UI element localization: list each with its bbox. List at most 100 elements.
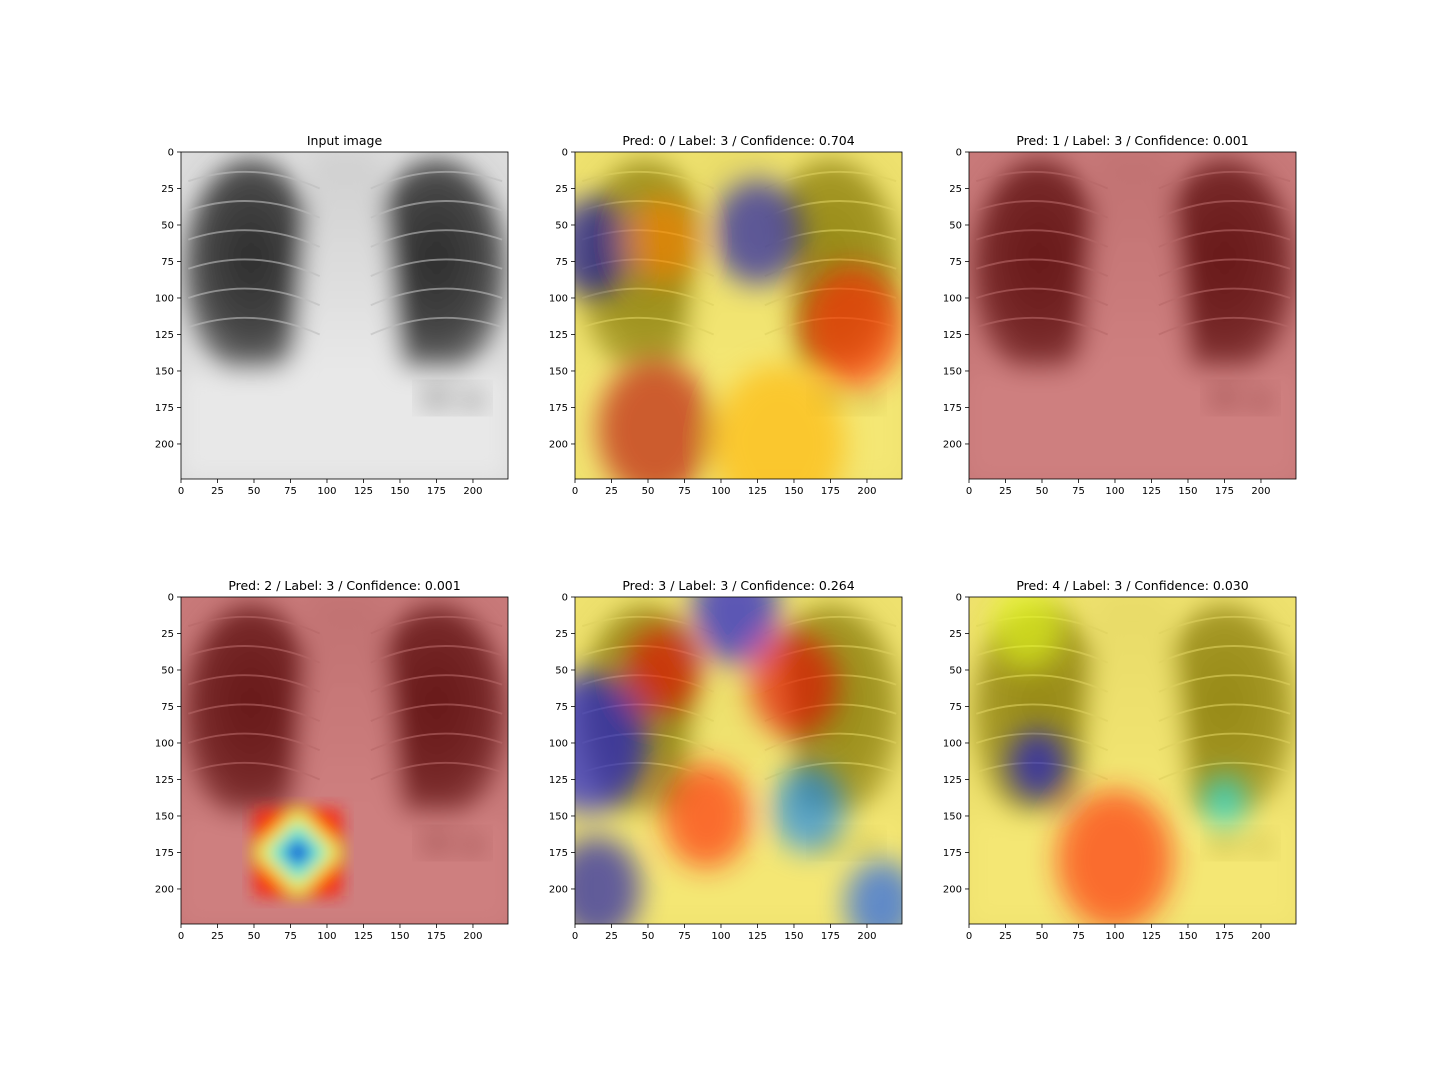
x-tick-label: 0 xyxy=(966,931,972,942)
y-tick-label: 25 xyxy=(949,629,962,640)
panel-4: Pred: 3 / Label: 3 / Confidence: 0.264 0 2… xyxy=(549,578,903,942)
heatmap-base xyxy=(181,597,508,924)
x-tick-label: 50 xyxy=(642,486,655,497)
y-tick-label: 175 xyxy=(155,848,174,859)
x-tick-label: 25 xyxy=(999,486,1012,497)
y-tick-label: 175 xyxy=(549,848,568,859)
image-area xyxy=(575,597,902,924)
y-tick-label: 0 xyxy=(168,148,174,159)
panel-title: Pred: 2 / Label: 3 / Confidence: 0.001 xyxy=(228,578,460,593)
x-tick-label: 25 xyxy=(999,931,1012,942)
y-tick-label: 200 xyxy=(549,884,568,895)
y-tick-label: 125 xyxy=(943,330,962,341)
panel-title: Input image xyxy=(307,133,383,148)
x-tick-label: 150 xyxy=(784,931,803,942)
x-tick-label: 0 xyxy=(178,931,184,942)
x-tick-label: 75 xyxy=(678,486,691,497)
x-tick-label: 0 xyxy=(966,486,972,497)
x-tick-label: 0 xyxy=(572,931,578,942)
heatmap-hotspot xyxy=(575,836,641,924)
x-tick-label: 75 xyxy=(678,931,691,942)
y-tick-label: 175 xyxy=(155,403,174,414)
x-tick-label: 150 xyxy=(1178,486,1197,497)
x-tick-label: 125 xyxy=(748,931,767,942)
y-tick-label: 75 xyxy=(949,257,962,268)
y-tick-label: 75 xyxy=(161,702,174,713)
x-tick-label: 200 xyxy=(1251,931,1270,942)
axes-frame xyxy=(574,151,903,480)
heatmap-hotspot xyxy=(713,365,846,479)
y-tick-label: 50 xyxy=(555,665,568,676)
x-tick-label: 50 xyxy=(1036,931,1049,942)
x-tick-label: 0 xyxy=(178,486,184,497)
y-tick-label: 50 xyxy=(949,665,962,676)
y-tick-label: 125 xyxy=(155,775,174,786)
x-tick-label: 25 xyxy=(605,486,618,497)
y-tick-label: 100 xyxy=(943,293,962,304)
y-tick-label: 100 xyxy=(155,738,174,749)
image-area xyxy=(181,597,508,924)
y-tick-label: 150 xyxy=(943,366,962,377)
x-tick-label: 25 xyxy=(211,931,224,942)
y-tick-label: 200 xyxy=(155,439,174,450)
y-tick-label: 175 xyxy=(549,403,568,414)
x-tick-label: 150 xyxy=(390,486,409,497)
heatmap-hotspot xyxy=(1008,729,1067,800)
heatmap-hotspot xyxy=(1056,789,1174,924)
y-tick-label: 0 xyxy=(956,148,962,159)
y-tick-label: 100 xyxy=(155,293,174,304)
x-tick-label: 125 xyxy=(354,486,373,497)
y-tick-label: 25 xyxy=(555,629,568,640)
y-tick-label: 175 xyxy=(943,403,962,414)
y-tick-label: 0 xyxy=(562,148,568,159)
x-tick-label: 125 xyxy=(1142,931,1161,942)
x-tick-label: 150 xyxy=(1178,931,1197,942)
x-tick-label: 25 xyxy=(605,931,618,942)
y-tick-label: 125 xyxy=(155,330,174,341)
x-tick-label: 150 xyxy=(390,931,409,942)
y-tick-label: 150 xyxy=(155,366,174,377)
y-tick-label: 75 xyxy=(161,257,174,268)
heatmap-hotspot xyxy=(713,179,802,285)
x-tick-label: 75 xyxy=(284,931,297,942)
heatmap-hotspot xyxy=(626,195,700,284)
y-tick-label: 150 xyxy=(155,811,174,822)
heatmap-hotspot xyxy=(772,764,846,853)
heatmap-hotspot xyxy=(990,597,1064,670)
axes-frame xyxy=(574,596,903,925)
panel-title: Pred: 1 / Label: 3 / Confidence: 0.001 xyxy=(1016,133,1248,148)
x-tick-label: 75 xyxy=(284,486,297,497)
x-tick-label: 175 xyxy=(427,486,446,497)
y-tick-label: 125 xyxy=(943,775,962,786)
y-tick-label: 200 xyxy=(549,439,568,450)
heatmap-hotspot xyxy=(845,859,902,924)
heatmap-hotspot xyxy=(1202,775,1247,828)
panel-0: Input image 0 25 50 75 100 125 150 175 200 0 25 50 75… xyxy=(155,133,509,497)
image-area xyxy=(181,152,508,479)
x-tick-label: 50 xyxy=(248,486,261,497)
heatmap-hotspot xyxy=(626,626,700,714)
y-tick-label: 75 xyxy=(949,702,962,713)
x-tick-label: 100 xyxy=(711,486,730,497)
image-area xyxy=(969,152,1296,479)
x-tick-label: 100 xyxy=(317,486,336,497)
x-tick-label: 175 xyxy=(427,931,446,942)
heatmap-hotspot xyxy=(575,197,634,296)
axes-frame xyxy=(180,596,509,925)
x-tick-label: 50 xyxy=(642,931,655,942)
panel-5: Pred: 4 / Label: 3 / Confidence: 0.030 0 2… xyxy=(943,578,1297,942)
panel-1: Pred: 0 / Label: 3 / Confidence: 0.704 0 2… xyxy=(549,133,903,497)
x-tick-label: 200 xyxy=(463,486,482,497)
x-tick-label: 175 xyxy=(1215,486,1234,497)
y-tick-label: 50 xyxy=(161,665,174,676)
x-tick-label: 125 xyxy=(748,486,767,497)
y-tick-label: 150 xyxy=(943,811,962,822)
y-tick-label: 50 xyxy=(555,220,568,231)
y-tick-label: 100 xyxy=(549,738,568,749)
xray-image xyxy=(181,152,508,479)
x-tick-label: 75 xyxy=(1072,486,1085,497)
image-area xyxy=(575,152,902,479)
x-tick-label: 100 xyxy=(1105,486,1124,497)
panel-3: Pred: 2 / Label: 3 / Confidence: 0.001 0 2… xyxy=(155,578,509,942)
